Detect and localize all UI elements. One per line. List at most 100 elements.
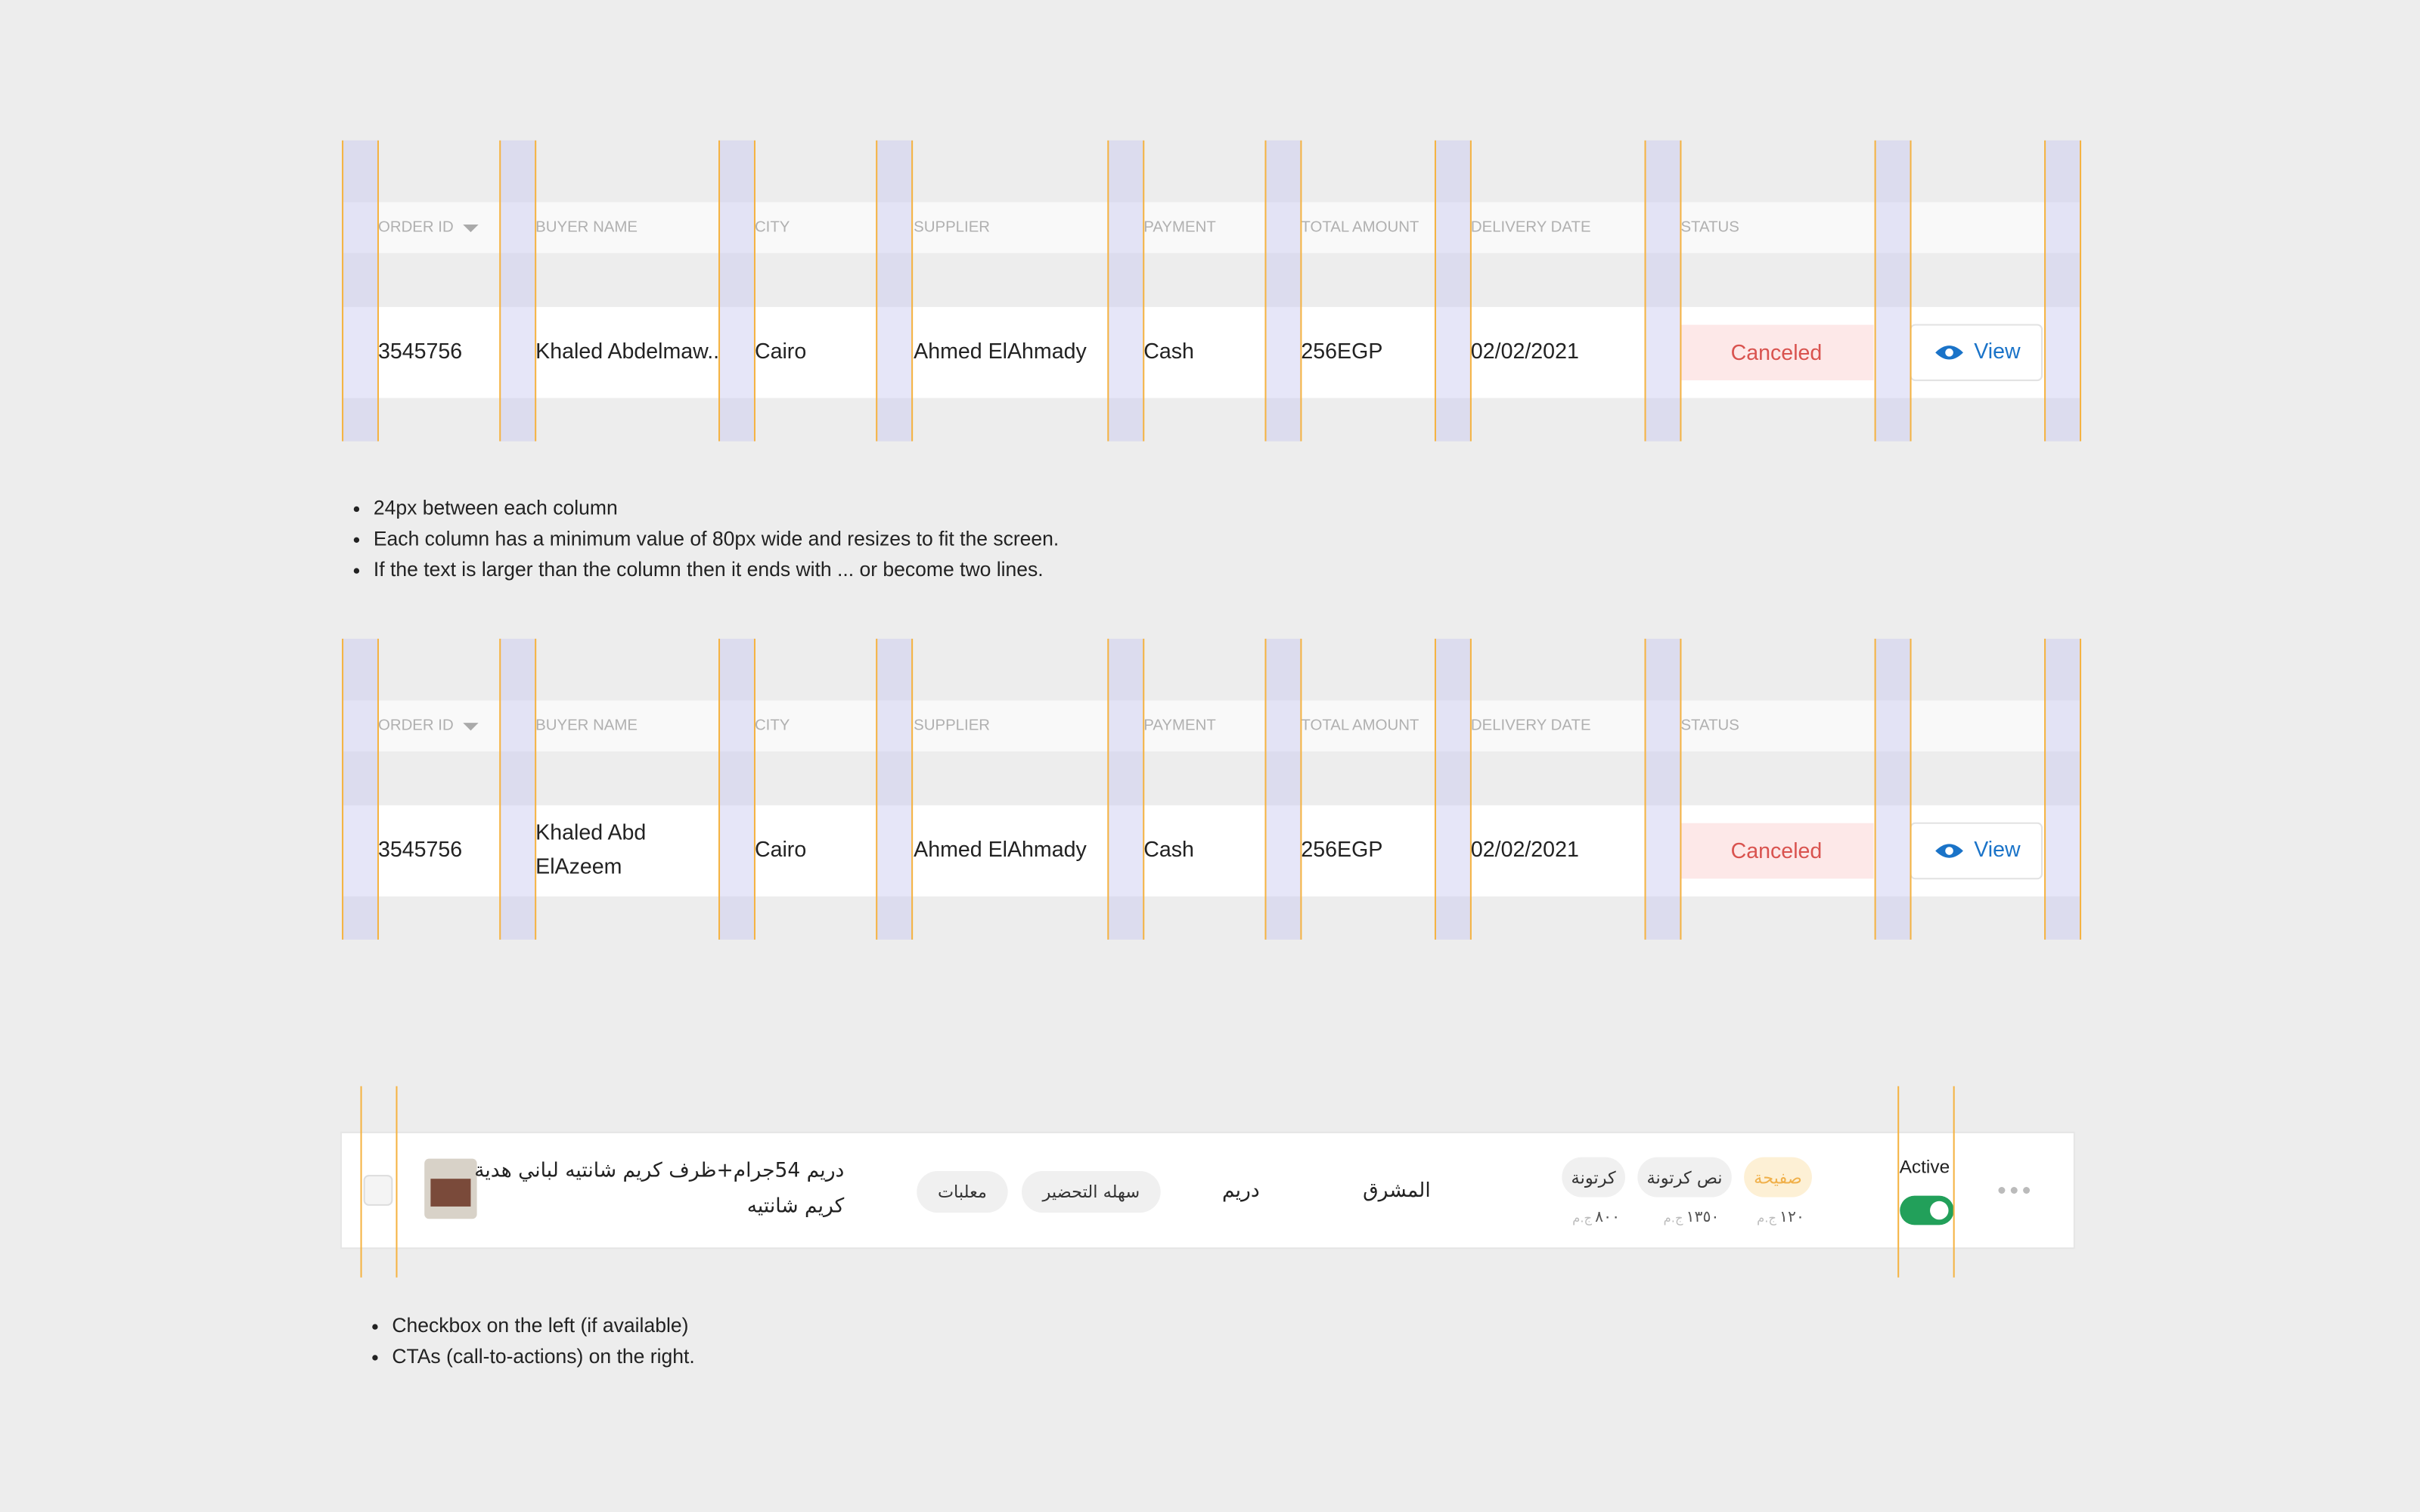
currency: ج.م bbox=[1664, 1211, 1683, 1226]
eye-pupil bbox=[1945, 349, 1953, 357]
unit-text: نص كرتونة bbox=[1647, 1169, 1723, 1188]
column-header: ORDER ID bbox=[378, 717, 454, 734]
column-header: CITY bbox=[755, 717, 790, 734]
view-label: View bbox=[1974, 838, 2021, 862]
bullet bbox=[353, 506, 360, 513]
column-gutter bbox=[1265, 638, 1302, 940]
cell-text: 02/02/2021 bbox=[1471, 838, 1579, 862]
menu-dot bbox=[1998, 1187, 2006, 1194]
column-header: CITY bbox=[755, 218, 790, 235]
price: ٨٠٠ bbox=[1595, 1207, 1620, 1225]
column-header: STATUS bbox=[1680, 218, 1739, 235]
product-title: كريم شانتيه bbox=[747, 1194, 845, 1217]
bullet bbox=[372, 1355, 378, 1361]
sort-icon bbox=[463, 224, 479, 233]
header-row bbox=[343, 202, 2081, 253]
bullet bbox=[372, 1324, 378, 1330]
cell-text: Ahmed ElAhmady bbox=[914, 838, 1087, 862]
column-gutter bbox=[1875, 638, 1911, 940]
status-text: Canceled bbox=[1731, 341, 1823, 365]
column-gutter bbox=[1645, 638, 1681, 940]
cell-text: 256EGP bbox=[1301, 339, 1382, 364]
column-gutter bbox=[1645, 140, 1681, 442]
toggle-knob bbox=[1930, 1201, 1949, 1220]
status-badge bbox=[1680, 823, 1874, 879]
column-header: SUPPLIER bbox=[914, 717, 990, 734]
product-title: دريم 54جرام+ظرف كريم شانتيه لباني هدية bbox=[474, 1158, 844, 1182]
column-gutter bbox=[719, 638, 755, 940]
unit-text: كرتونة bbox=[1571, 1169, 1616, 1188]
note-text: Each column has a minimum value of 80px … bbox=[374, 527, 1059, 550]
column-header: SUPPLIER bbox=[914, 218, 990, 235]
note-text: CTAs (call-to-actions) on the right. bbox=[392, 1345, 694, 1368]
tag-text: سهله التحضير bbox=[1042, 1182, 1140, 1202]
column-gutter bbox=[719, 140, 755, 442]
column-gutter bbox=[2045, 140, 2081, 442]
column-gutter bbox=[500, 140, 536, 442]
unit-pill bbox=[1562, 1157, 1625, 1198]
product-row bbox=[340, 1131, 2075, 1250]
cell-text: 02/02/2021 bbox=[1471, 339, 1579, 364]
product-image-detail bbox=[430, 1179, 471, 1207]
more-menu[interactable] bbox=[1998, 1187, 2031, 1194]
checkbox[interactable] bbox=[363, 1175, 393, 1206]
column-gutter bbox=[876, 140, 913, 442]
header-row bbox=[343, 700, 2081, 751]
tag-pill bbox=[917, 1170, 1008, 1213]
view-label: View bbox=[1974, 339, 2021, 364]
column-gutter bbox=[500, 638, 536, 940]
column-gutter bbox=[1265, 140, 1302, 442]
column-header: DELIVERY DATE bbox=[1471, 218, 1591, 235]
cell-text: Cash bbox=[1143, 838, 1194, 862]
eye-pupil bbox=[1945, 847, 1953, 855]
price: ١٣٥٠ bbox=[1686, 1207, 1720, 1225]
column-gutter bbox=[1435, 638, 1471, 940]
column-gutter bbox=[1435, 140, 1471, 442]
column-header: ORDER ID bbox=[378, 218, 454, 235]
cell-text: 3545756 bbox=[378, 339, 462, 364]
menu-dot bbox=[2023, 1187, 2031, 1194]
currency: ج.م bbox=[1757, 1211, 1776, 1226]
cell-text: 3545756 bbox=[378, 838, 462, 862]
column-gutter bbox=[343, 140, 378, 442]
cell-text: Cash bbox=[1143, 339, 1194, 364]
status-text: Canceled bbox=[1731, 839, 1823, 863]
unit-pill bbox=[1744, 1157, 1812, 1198]
cell-text: Cairo bbox=[755, 838, 806, 862]
column-header: BUYER NAME bbox=[535, 218, 638, 235]
cell-text: ElAzeem bbox=[535, 855, 622, 879]
column-header: PAYMENT bbox=[1143, 717, 1216, 734]
column-gutter bbox=[1108, 638, 1144, 940]
bullet bbox=[353, 537, 360, 543]
column-gutter bbox=[1875, 140, 1911, 442]
menu-dot bbox=[2010, 1187, 2018, 1194]
column-gutter bbox=[1108, 140, 1144, 442]
note-text: 24px between each column bbox=[374, 496, 618, 519]
cell-text: Ahmed ElAhmady bbox=[914, 339, 1087, 364]
note-text: Checkbox on the left (if available) bbox=[392, 1314, 688, 1337]
status-badge bbox=[1680, 324, 1874, 381]
column-header: PAYMENT bbox=[1143, 218, 1216, 235]
cell-text: Khaled Abd bbox=[535, 821, 646, 845]
bullet bbox=[353, 568, 360, 574]
price: ١٢٠ bbox=[1779, 1207, 1804, 1225]
note-text: If the text is larger than the column th… bbox=[374, 558, 1044, 581]
cell-text: Khaled Abdelmaw.. bbox=[535, 339, 719, 364]
column-gutter bbox=[343, 638, 378, 940]
unit-pill bbox=[1637, 1157, 1732, 1198]
status-label: Active bbox=[1900, 1157, 1950, 1177]
column-header: DELIVERY DATE bbox=[1471, 717, 1591, 734]
cell-text: 256EGP bbox=[1301, 838, 1382, 862]
company: المشرق bbox=[1363, 1179, 1431, 1202]
brand: دريم bbox=[1222, 1179, 1260, 1202]
tag-pill bbox=[1022, 1170, 1161, 1213]
sort-icon bbox=[463, 723, 479, 731]
column-gutter bbox=[2045, 638, 2081, 940]
currency: ج.م bbox=[1572, 1211, 1592, 1226]
tag-text: معلبات bbox=[938, 1182, 987, 1202]
unit-text: صفيحة bbox=[1754, 1169, 1802, 1188]
cell-text: Cairo bbox=[755, 339, 806, 364]
column-header: TOTAL AMOUNT bbox=[1301, 717, 1419, 734]
